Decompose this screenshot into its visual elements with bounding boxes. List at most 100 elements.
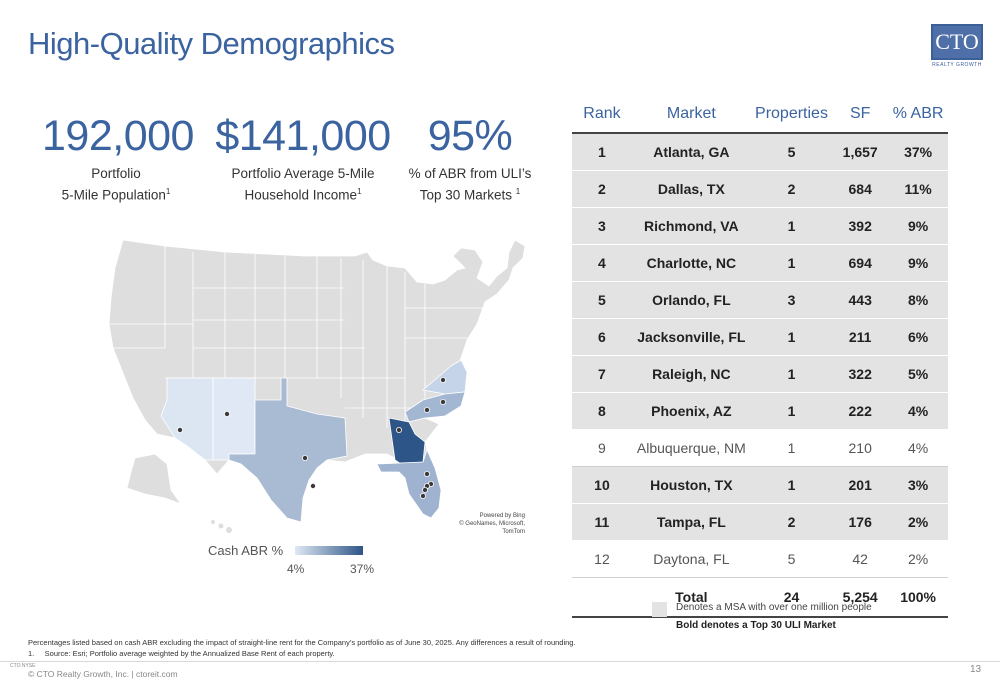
table-row: 2 Dallas, TX 2 684 11% xyxy=(572,170,948,208)
sf-cell: 322 xyxy=(832,355,889,393)
stat-population: 192,000 Portfolio 5-Mile Population1 xyxy=(42,112,194,205)
rank-cell: 5 xyxy=(572,281,632,319)
stat-label-line2: Top 30 Markets xyxy=(419,187,516,203)
rank-cell: 10 xyxy=(572,466,632,504)
table-row: 12 Daytona, FL 5 42 2% xyxy=(572,540,948,578)
rank-cell: 3 xyxy=(572,207,632,245)
properties-cell: 5 xyxy=(750,133,833,171)
market-cell: Atlanta, GA xyxy=(631,133,751,171)
state-hawaii xyxy=(211,520,232,533)
map-credit-sources: © GeoNames, Microsoft, TomTom xyxy=(459,521,525,535)
rank-cell: 8 xyxy=(572,392,632,430)
sf-cell: 694 xyxy=(832,244,889,282)
col-rank: Rank xyxy=(572,96,632,134)
total-label: Total xyxy=(631,577,751,618)
table-total-row: Total 24 5,254 100% xyxy=(572,577,948,618)
marker-tampa-2 xyxy=(419,492,426,499)
marker-phoenix xyxy=(177,426,184,433)
marker-dallas xyxy=(301,454,308,461)
properties-cell: 2 xyxy=(750,170,833,208)
market-ranking-table: Rank Market Properties SF % ABR 1 Atlanta… xyxy=(572,96,948,618)
sf-cell: 392 xyxy=(832,207,889,245)
table-row: 9 Albuquerque, NM 1 210 4% xyxy=(572,429,948,467)
col-market: Market xyxy=(631,96,751,134)
sf-cell: 42 xyxy=(832,540,889,578)
table-row: 11 Tampa, FL 2 176 2% xyxy=(572,503,948,541)
msa-swatch xyxy=(652,602,667,617)
properties-cell: 1 xyxy=(750,355,833,393)
company-logo: CTO REALTY GROWTH xyxy=(931,24,983,70)
state-alaska xyxy=(126,453,183,505)
marker-houston xyxy=(309,482,316,489)
abr-cell: 2% xyxy=(888,503,948,541)
sf-cell: 211 xyxy=(832,318,889,356)
abr-cell: 11% xyxy=(888,170,948,208)
page-number: 13 xyxy=(970,664,982,675)
property-markers xyxy=(177,376,446,499)
properties-cell: 1 xyxy=(750,318,833,356)
sf-cell: 176 xyxy=(832,503,889,541)
abr-cell: 6% xyxy=(888,318,948,356)
market-cell: Jacksonville, FL xyxy=(631,318,751,356)
footnote-ref: 1 xyxy=(357,187,362,196)
market-cell: Daytona, FL xyxy=(631,540,751,578)
properties-cell: 2 xyxy=(750,503,833,541)
rank-cell: 12 xyxy=(572,540,632,578)
stat-label: % of ABR from ULI’s Top 30 Markets 1 xyxy=(405,165,535,205)
rank-cell: 9 xyxy=(572,429,632,467)
footnote-line2: 1. Source: Esri; Portfolio average weigh… xyxy=(28,649,335,658)
market-cell: Tampa, FL xyxy=(631,503,751,541)
state-texas xyxy=(228,377,348,523)
legend-min: 4% xyxy=(287,562,305,576)
marker-raleigh xyxy=(439,398,446,405)
rank-cell: 11 xyxy=(572,503,632,541)
map-credit-bing: Powered by Bing xyxy=(479,513,525,519)
total-sf: 5,254 xyxy=(832,577,889,618)
msa-note: Denotes a MSA with over one million peop… xyxy=(676,602,872,613)
total-properties: 24 xyxy=(750,577,833,618)
abr-cell: 5% xyxy=(888,355,948,393)
market-cell: Raleigh, NC xyxy=(631,355,751,393)
stat-label-line2: Household Income xyxy=(244,187,358,203)
abr-cell: 2% xyxy=(888,540,948,578)
stat-income: $141,000 Portfolio Average 5-Mile Househ… xyxy=(214,112,392,205)
properties-cell: 1 xyxy=(750,429,833,467)
state-florida xyxy=(376,448,442,519)
footnotes: Percentages listed based on cash ABR exc… xyxy=(28,637,576,659)
stat-label-line1: % of ABR from ULI’s xyxy=(408,166,532,181)
col-sf: SF xyxy=(832,96,889,134)
table-row: 4 Charlotte, NC 1 694 9% xyxy=(572,244,948,282)
rank-cell: 7 xyxy=(572,355,632,393)
market-cell: Houston, TX xyxy=(631,466,751,504)
state-arizona xyxy=(160,377,214,461)
table-row: 8 Phoenix, AZ 1 222 4% xyxy=(572,392,948,430)
rank-cell: 2 xyxy=(572,170,632,208)
properties-cell: 3 xyxy=(750,281,833,319)
stat-label-line2: 5-Mile Population xyxy=(61,187,166,203)
sf-cell: 684 xyxy=(832,170,889,208)
marker-jacksonville xyxy=(423,470,430,477)
properties-cell: 5 xyxy=(750,540,833,578)
state-borders xyxy=(109,246,485,428)
sf-cell: 443 xyxy=(832,281,889,319)
legend-gradient xyxy=(295,546,363,555)
sf-cell: 201 xyxy=(832,466,889,504)
table-row: 1 Atlanta, GA 5 1,657 37% xyxy=(572,133,948,171)
sf-cell: 1,657 xyxy=(832,133,889,171)
properties-cell: 1 xyxy=(750,392,833,430)
abr-cell: 37% xyxy=(888,133,948,171)
properties-cell: 1 xyxy=(750,207,833,245)
stat-value: 95% xyxy=(427,112,513,160)
rank-cell: 6 xyxy=(572,318,632,356)
footnote-ref: 1 xyxy=(165,187,171,196)
abr-cell: 8% xyxy=(888,281,948,319)
footnote-ref: 1 xyxy=(515,187,521,196)
total-rank-cell xyxy=(572,577,632,618)
marker-albuquerque xyxy=(224,410,231,417)
stat-label: Portfolio 5-Mile Population1 xyxy=(42,165,190,205)
sf-cell: 210 xyxy=(832,429,889,467)
market-cell: Dallas, TX xyxy=(631,170,751,208)
marker-richmond xyxy=(439,376,446,383)
abr-cell: 9% xyxy=(888,207,948,245)
sf-cell: 222 xyxy=(832,392,889,430)
